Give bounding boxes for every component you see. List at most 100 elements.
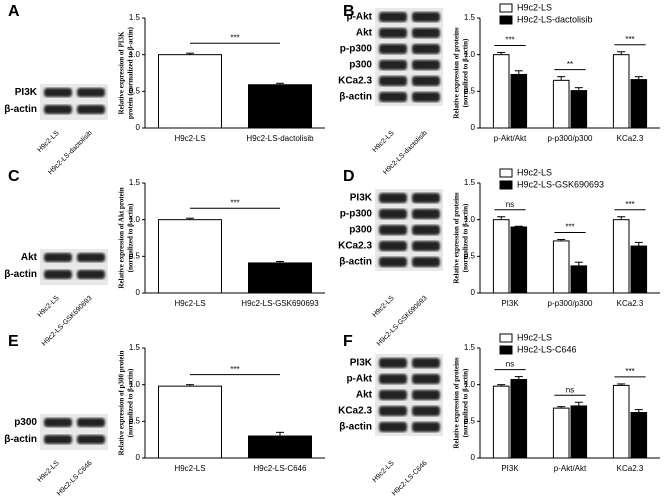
y-tick-label: 1.0 bbox=[129, 215, 141, 224]
significance: *** bbox=[625, 35, 634, 44]
y-axis-label: Relative expression of proteins bbox=[453, 357, 461, 449]
significance: *** bbox=[565, 223, 574, 232]
y-tick-label: 0 bbox=[136, 123, 141, 132]
significance: ns bbox=[506, 200, 514, 209]
lane-label: H9c2-LS bbox=[372, 130, 396, 154]
blot-row-label: p300 bbox=[349, 60, 372, 71]
y-tick-label: 1.5 bbox=[129, 13, 141, 22]
y-axis-label: Relative expression of Akt protein bbox=[118, 187, 126, 288]
legend-swatch bbox=[499, 345, 513, 355]
bar bbox=[492, 54, 510, 129]
band bbox=[412, 225, 440, 235]
panel-label: B bbox=[343, 3, 355, 20]
significance: *** bbox=[625, 200, 634, 209]
y-tick-label: 0 bbox=[471, 453, 476, 462]
legend-label: H9c2-LS bbox=[517, 167, 552, 177]
bar bbox=[510, 379, 528, 459]
y-tick-label: 1.5 bbox=[464, 343, 476, 352]
band bbox=[379, 225, 407, 235]
bar bbox=[570, 265, 588, 294]
y-tick-label: 0 bbox=[471, 288, 476, 297]
y-tick-label: 0.5 bbox=[129, 251, 141, 260]
x-tick-label: H9c2-LS-GSK690693 bbox=[241, 299, 319, 308]
y-axis-label: (normalized to β-actin) bbox=[462, 368, 470, 437]
y-axis-label: protein (normalized to β-actin) bbox=[127, 26, 135, 119]
blot-row-label: p300 bbox=[14, 417, 37, 428]
legend-swatch bbox=[499, 180, 513, 190]
bar bbox=[612, 384, 630, 459]
bar bbox=[552, 240, 570, 294]
blot-row-label: p-p300 bbox=[340, 209, 373, 220]
blot-row-label: p-Akt bbox=[346, 374, 372, 385]
legend-swatch bbox=[499, 333, 513, 343]
band bbox=[412, 422, 440, 432]
bar bbox=[552, 407, 570, 459]
band bbox=[379, 92, 407, 102]
x-tick-label: H9c2-LS bbox=[174, 299, 205, 308]
blot-row-label: PI3K bbox=[15, 87, 38, 98]
bar bbox=[630, 245, 648, 294]
blot-row-label: p-Akt bbox=[346, 12, 372, 23]
bar bbox=[248, 262, 312, 294]
blot-row-label: β-actin bbox=[4, 104, 37, 115]
x-tick-label: KCa2.3 bbox=[617, 299, 644, 308]
y-tick-label: 1.0 bbox=[464, 215, 476, 224]
blot-row-label: β-actin bbox=[339, 257, 372, 268]
band bbox=[412, 12, 440, 22]
bar bbox=[612, 54, 630, 129]
band bbox=[379, 60, 407, 70]
band bbox=[379, 28, 407, 38]
y-axis-label: (normalized to β-actin) bbox=[462, 203, 470, 272]
significance: *** bbox=[230, 198, 239, 207]
lane-label: H9c2-LS bbox=[37, 460, 61, 484]
y-tick-label: 0 bbox=[136, 453, 141, 462]
band bbox=[77, 270, 105, 279]
x-tick-label: p-Akt/Akt bbox=[554, 464, 587, 473]
blot-row-label: Akt bbox=[356, 390, 373, 401]
blot-row-label: p-p300 bbox=[340, 44, 373, 55]
bar bbox=[510, 226, 528, 294]
blot-frame bbox=[375, 8, 443, 106]
y-tick-label: 1.0 bbox=[464, 380, 476, 389]
lane-label: H9c2-LS-C646 bbox=[56, 460, 94, 496]
bar bbox=[630, 79, 648, 129]
x-tick-label: p-p300/p300 bbox=[548, 134, 593, 143]
legend-label: H9c2-LS-C646 bbox=[517, 344, 577, 354]
band bbox=[412, 193, 440, 203]
x-tick-label: H9c2-LS bbox=[174, 464, 205, 473]
band bbox=[379, 12, 407, 22]
y-tick-label: 0.5 bbox=[464, 416, 476, 425]
blot-row-label: PI3K bbox=[350, 358, 373, 369]
bar bbox=[158, 385, 222, 459]
x-tick-label: H9c2-LS bbox=[174, 134, 205, 143]
significance: *** bbox=[230, 33, 239, 42]
blot-row-label: Akt bbox=[356, 28, 373, 39]
lane-label: H9c2-LS bbox=[372, 460, 396, 484]
panel-label: D bbox=[343, 168, 355, 185]
band bbox=[379, 76, 407, 86]
blot-row-label: Akt bbox=[21, 252, 38, 263]
y-tick-label: 1.0 bbox=[129, 50, 141, 59]
band bbox=[44, 435, 72, 444]
band bbox=[412, 92, 440, 102]
band bbox=[412, 44, 440, 54]
band bbox=[44, 418, 72, 427]
y-tick-label: 1.5 bbox=[129, 343, 141, 352]
legend-label: H9c2-LS bbox=[517, 332, 552, 342]
lane-label: H9c2-LS bbox=[37, 130, 61, 154]
y-tick-label: 1.0 bbox=[129, 380, 141, 389]
band bbox=[412, 76, 440, 86]
blot-row-label: β-actin bbox=[339, 422, 372, 433]
band bbox=[379, 422, 407, 432]
y-axis-label: (normalized to β-actin) bbox=[127, 203, 135, 272]
bar bbox=[248, 84, 312, 129]
band bbox=[412, 390, 440, 400]
legend-swatch bbox=[499, 168, 513, 178]
x-tick-label: p-Akt/Akt bbox=[494, 134, 527, 143]
band bbox=[379, 358, 407, 368]
y-tick-label: 1.5 bbox=[464, 178, 476, 187]
blot-row-label: KCa2.3 bbox=[338, 76, 372, 87]
x-tick-label: PI3K bbox=[501, 464, 519, 473]
panel-label: F bbox=[343, 333, 353, 350]
